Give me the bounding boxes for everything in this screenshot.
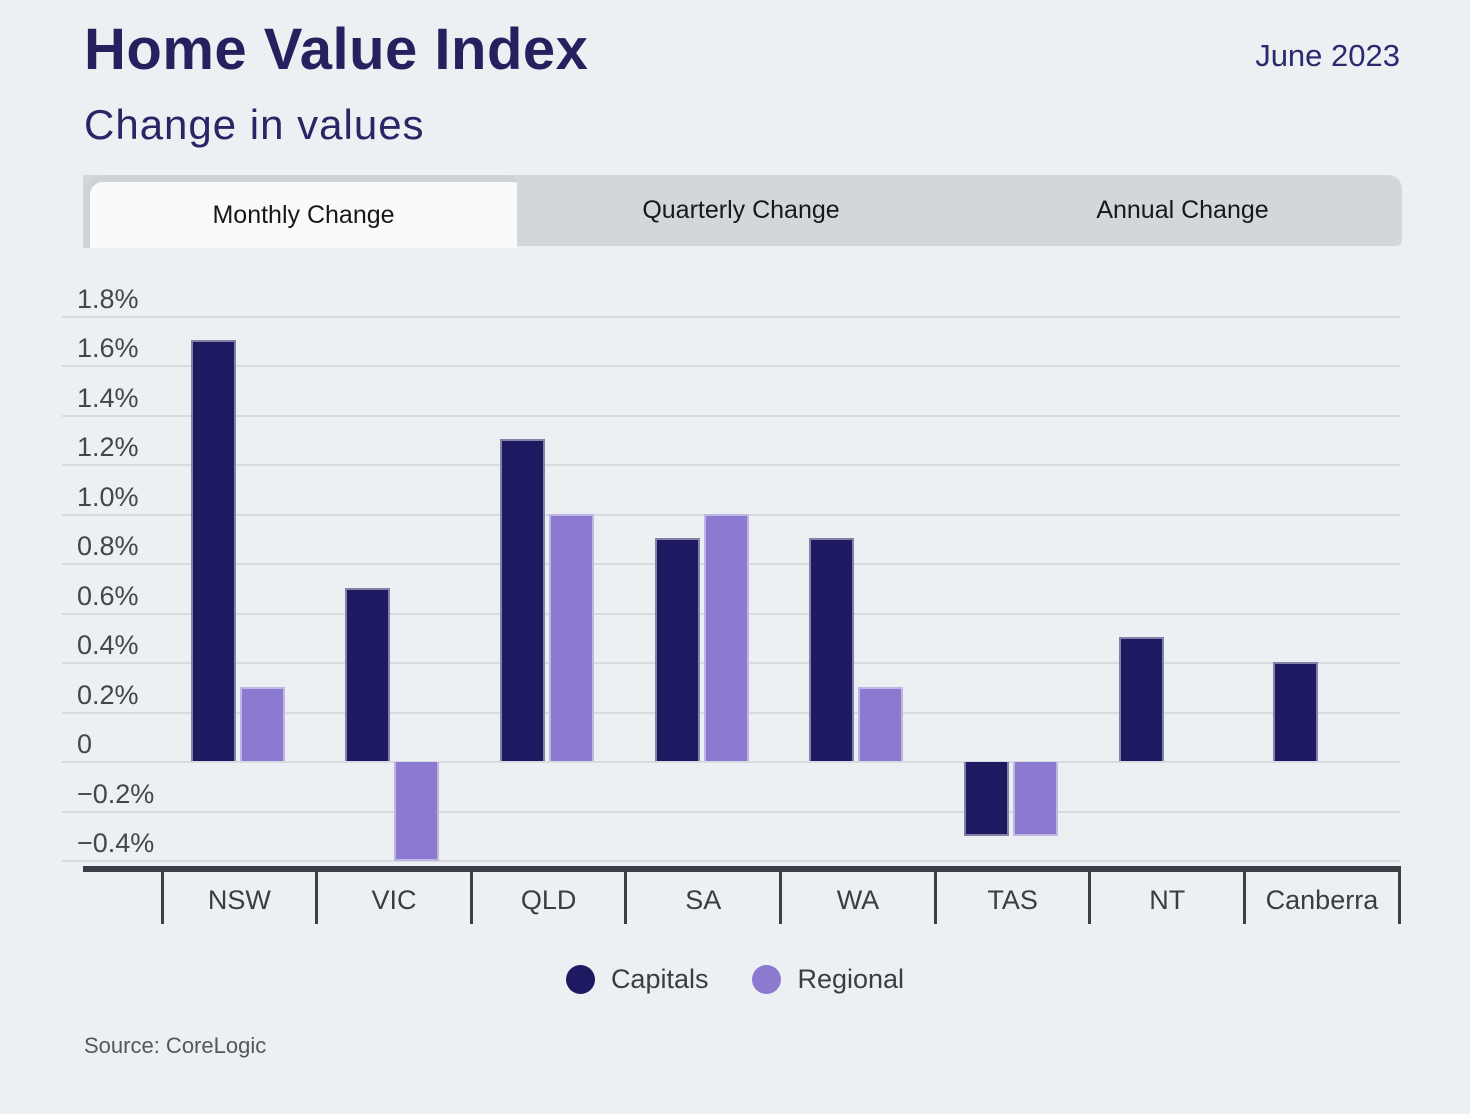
legend-label-capitals: Capitals <box>610 964 709 994</box>
x-axis-line <box>83 866 1400 872</box>
y-axis-tick-label: 1.8% <box>77 283 139 314</box>
tab-monthly-change[interactable]: Monthly Change <box>83 175 517 248</box>
y-axis-tick-label: 0.2% <box>77 679 139 710</box>
gridline-1.8 <box>62 315 1400 318</box>
y-axis-tick-label: 0.6% <box>77 580 139 611</box>
bar-capitals-tas <box>964 762 1010 837</box>
source-note: Source: CoreLogic <box>84 1033 267 1058</box>
x-axis-separator <box>1088 866 1092 924</box>
gridline-0.4 <box>62 860 1400 862</box>
x-axis-separator <box>469 866 473 924</box>
y-axis-tick-label: −0.4% <box>77 828 155 858</box>
y-axis-tick-label: 1.6% <box>77 333 139 363</box>
bar-capitals-nsw <box>190 340 236 761</box>
bar-capitals-nt <box>1118 637 1164 761</box>
x-axis-separator <box>624 866 628 924</box>
y-axis-tick-label: 0.4% <box>77 630 139 660</box>
bar-capitals-canberra <box>1273 662 1319 761</box>
bar-regional-sa <box>703 513 749 761</box>
bar-regional-wa <box>858 686 904 761</box>
category-label-vic: VIC <box>371 884 417 915</box>
bar-regional-qld <box>549 513 595 761</box>
category-label-qld: QLD <box>520 884 577 915</box>
legend-item-capitals: Capitals <box>565 964 709 995</box>
bar-regional-vic <box>394 762 440 861</box>
bar-regional-nsw <box>239 686 285 761</box>
category-label-canberra: Canberra <box>1265 884 1379 915</box>
x-axis-separator <box>779 866 783 924</box>
gridline-1.2 <box>62 464 1400 466</box>
category-label-nsw: NSW <box>207 884 271 915</box>
category-label-sa: SA <box>685 884 722 915</box>
x-axis-separator <box>1243 866 1247 924</box>
report-date: June 2023 <box>1255 38 1400 73</box>
y-axis-tick-label: −0.2% <box>77 778 155 809</box>
gridline-1.4 <box>62 414 1400 417</box>
bar-capitals-vic <box>345 587 391 761</box>
y-axis-tick-label: 0.8% <box>77 531 139 561</box>
category-label-tas: TAS <box>987 884 1038 915</box>
y-axis-tick-label: 1.0% <box>77 481 139 512</box>
y-axis-tick-label: 0 <box>77 729 93 759</box>
tab-quarterly-change[interactable]: Quarterly Change <box>642 196 840 224</box>
bar-capitals-wa <box>809 538 855 761</box>
gridline-1.6 <box>62 365 1400 367</box>
x-axis-separator <box>1397 866 1401 924</box>
legend-item-regional: Regional <box>752 964 904 995</box>
x-axis-separator <box>315 866 319 924</box>
category-label-nt: NT <box>1149 884 1186 915</box>
bar-capitals-sa <box>654 538 700 761</box>
bar-capitals-qld <box>500 439 546 761</box>
gridline-0 <box>62 761 1400 763</box>
x-axis-separator <box>160 866 164 924</box>
category-label-wa: WA <box>836 884 880 915</box>
bar-regional-tas <box>1013 762 1059 837</box>
tab-annual-change[interactable]: Annual Change <box>1096 196 1269 224</box>
page-subtitle: Change in values <box>84 101 425 148</box>
page-title: Home Value Index <box>84 17 589 82</box>
y-axis-tick-label: 1.4% <box>77 382 139 413</box>
legend-swatch-regional <box>752 965 782 994</box>
legend-label-regional: Regional <box>797 964 905 994</box>
y-axis-tick-label: 1.2% <box>77 432 139 462</box>
gridline-0.2 <box>62 810 1400 813</box>
x-axis-separator <box>933 866 937 924</box>
legend-swatch-capitals <box>565 965 595 994</box>
chart-legend: Capitals Regional <box>0 964 1470 995</box>
